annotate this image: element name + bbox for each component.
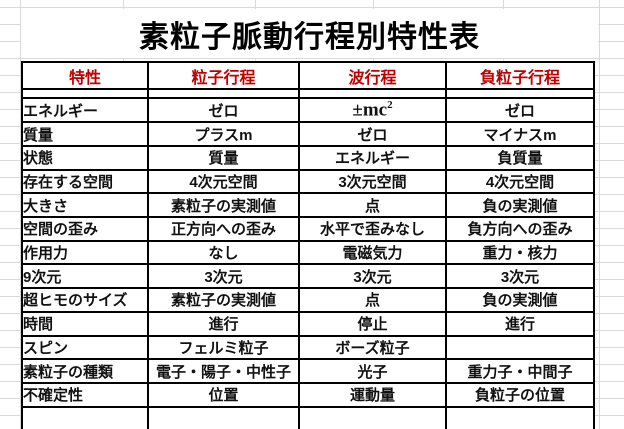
- separator-cell: [298, 88, 447, 99]
- table-value-cell[interactable]: プラスm: [147, 121, 300, 148]
- table-header-cell[interactable]: 負粒子行程: [445, 61, 595, 90]
- table-value-cell[interactable]: 4次元空間: [147, 168, 300, 195]
- row-label-cell[interactable]: 超ヒモのサイズ: [21, 287, 149, 313]
- table-row: 9次元 3次元 3次元 3次元: [21, 263, 595, 290]
- table-value-cell[interactable]: フェルミ粒子: [147, 334, 300, 361]
- row-label-cell[interactable]: 9次元: [21, 263, 149, 290]
- row-label-cell[interactable]: 状態: [21, 145, 149, 171]
- table-row: 時間 進行 停止 進行: [21, 310, 595, 337]
- table-value-cell[interactable]: 負の実測値: [445, 287, 595, 313]
- row-label-cell[interactable]: 素粒子の種類: [21, 358, 149, 384]
- table-value-cell[interactable]: 3次元: [147, 263, 300, 290]
- table-value-cell[interactable]: ゼロ: [147, 96, 300, 124]
- separator-cell: [445, 88, 595, 99]
- table-value-cell[interactable]: 点: [298, 287, 447, 313]
- table-value-cell[interactable]: 正方向への歪み: [147, 216, 300, 242]
- table-row: 大きさ 素粒子の実測値点負の実測値: [21, 192, 595, 219]
- table-row: エネルギー ゼロ ±mc2 ゼロ: [21, 96, 595, 124]
- row-label-cell[interactable]: エネルギー: [21, 96, 149, 124]
- row-label-cell[interactable]: 存在する空間: [21, 168, 149, 195]
- table-value-cell[interactable]: 電磁気力: [298, 239, 447, 266]
- table-value-cell[interactable]: 水平で歪みなし: [298, 216, 447, 242]
- table-value-cell[interactable]: エネルギー: [298, 145, 447, 171]
- row-label-cell[interactable]: 質量: [21, 121, 149, 148]
- characteristics-table: 特性 粒子行程 波行程 負粒子行程 エネルギー ゼロ ±mc2 ゼロ 質量 プラスm ゼロ マイナスm…: [21, 61, 595, 429]
- table-value-cell[interactable]: 位置: [147, 381, 300, 408]
- table-value-cell[interactable]: ゼロ: [445, 96, 595, 124]
- table-row: 状態 質量 エネルギー 負質量: [21, 145, 595, 171]
- separator-cell: [21, 88, 149, 99]
- table-header-cell[interactable]: 波行程: [298, 61, 447, 90]
- table-value-cell[interactable]: 質量: [147, 145, 300, 171]
- row-label-cell[interactable]: 大きさ: [21, 192, 149, 219]
- table-row: 存在する空間 4次元空間 3次元空間 4次元空間: [21, 168, 595, 195]
- table-value-cell[interactable]: 4次元空間: [445, 168, 595, 195]
- table-row: 不確定性 位置 運動量 負粒子の位置: [21, 381, 595, 408]
- table-value-cell[interactable]: 運動量: [298, 381, 447, 408]
- table-value-cell[interactable]: 3次元: [298, 263, 447, 290]
- energy-formula-cell[interactable]: ±mc2: [298, 96, 447, 124]
- table-value-cell[interactable]: マイナスm: [445, 121, 595, 148]
- table-header-row: 特性 粒子行程 波行程 負粒子行程: [21, 61, 595, 90]
- table-value-cell[interactable]: 重力子・中間子: [445, 358, 595, 384]
- table-header-cell[interactable]: 粒子行程: [147, 61, 300, 90]
- table-row: 超ヒモのサイズ 素粒子の実測値点負の実測値: [21, 287, 595, 313]
- table-value-cell[interactable]: 重力・核力: [445, 239, 595, 266]
- table-value-cell[interactable]: 負の実測値: [445, 192, 595, 219]
- table-value-cell[interactable]: 負粒子の位置: [445, 381, 595, 408]
- table-value-cell[interactable]: ボーズ粒子: [298, 334, 447, 361]
- empty-cell[interactable]: [21, 405, 149, 429]
- empty-row: [21, 405, 595, 429]
- table-row: 素粒子の種類 電子・陽子・中性子 光子 重力子・中間子: [21, 358, 595, 384]
- row-label-cell[interactable]: 不確定性: [21, 381, 149, 408]
- row-label-cell[interactable]: スピン: [21, 334, 149, 361]
- table-header-cell[interactable]: 特性: [21, 61, 149, 90]
- table-value-cell[interactable]: 光子: [298, 358, 447, 384]
- table-value-cell[interactable]: 素粒子の実測値: [147, 287, 300, 313]
- title-merged-cell[interactable]: 素粒子脈動行程別特性表: [21, 9, 598, 58]
- table-value-cell[interactable]: 進行: [147, 310, 300, 337]
- empty-cell[interactable]: [445, 405, 595, 429]
- table-row: スピン フェルミ粒子 ボーズ粒子: [21, 334, 595, 361]
- spreadsheet-column-gridline: [20, 0, 21, 429]
- empty-cell[interactable]: [298, 405, 447, 429]
- table-value-cell[interactable]: 停止: [298, 310, 447, 337]
- table-value-cell[interactable]: なし: [147, 239, 300, 266]
- table-row: 質量 プラスm ゼロ マイナスm: [21, 121, 595, 148]
- table-value-cell[interactable]: 3次元: [445, 263, 595, 290]
- page-title: 素粒子脈動行程別特性表: [139, 20, 480, 54]
- table-value-cell[interactable]: 負質量: [445, 145, 595, 171]
- table-value-cell[interactable]: 素粒子の実測値: [147, 192, 300, 219]
- table-row: 空間の歪み 正方向への歪み 水平で歪みなし 負方向への歪み: [21, 216, 595, 242]
- spreadsheet-column-gridline: [599, 0, 600, 429]
- table-value-cell[interactable]: 点: [298, 192, 447, 219]
- row-label-cell[interactable]: 時間: [21, 310, 149, 337]
- table-value-cell[interactable]: 3次元空間: [298, 168, 447, 195]
- table-value-cell[interactable]: ゼロ: [298, 121, 447, 148]
- table-value-cell[interactable]: [445, 334, 595, 361]
- table-row: 作用力 なし 電磁気力 重力・核力: [21, 239, 595, 266]
- table-value-cell[interactable]: 負方向への歪み: [445, 216, 595, 242]
- empty-cell[interactable]: [147, 405, 300, 429]
- table-value-cell[interactable]: 進行: [445, 310, 595, 337]
- row-label-cell[interactable]: 空間の歪み: [21, 216, 149, 242]
- row-label-cell[interactable]: 作用力: [21, 239, 149, 266]
- separator-cell: [147, 88, 300, 99]
- separator-row: [21, 88, 595, 99]
- table-value-cell[interactable]: 電子・陽子・中性子: [147, 358, 300, 384]
